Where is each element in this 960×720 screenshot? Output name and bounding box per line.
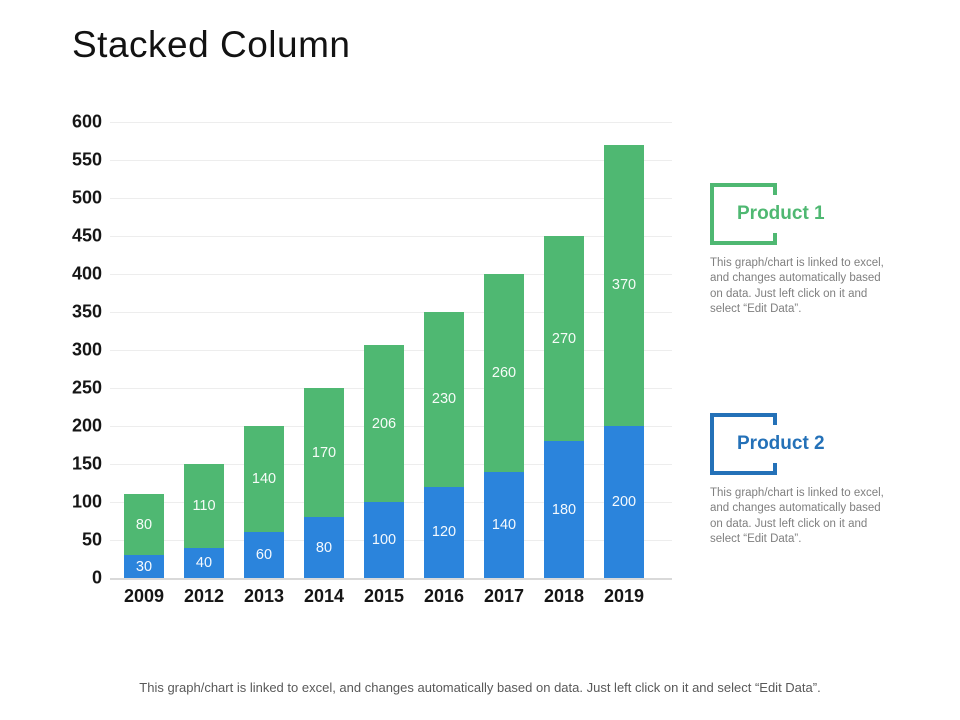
y-axis: 0 50 100 150 200 250 300 350 400 450 500 550 600 [36,112,102,588]
stacked-bar-2012[interactable]: 110 40 [184,464,224,578]
bar-value-label: 140 [491,516,517,533]
segment-product-1: 230 [424,312,464,487]
segment-product-2: 200 [604,426,644,578]
segment-product-2: 30 [124,555,164,578]
legend-bracket-icon [710,183,777,245]
segment-product-2: 180 [544,441,584,578]
x-axis-tick-label: 2017 [483,586,525,606]
y-axis-tick-label: 550 [71,149,102,170]
stacked-bar-2018[interactable]: 270 180 [544,236,584,578]
bar-value-label: 206 [371,415,397,432]
y-axis-tick-label: 100 [71,491,102,512]
bar-value-label: 40 [195,554,213,571]
stacked-column-chart[interactable]: 80 30 2009 110 40 2012 140 60 2013 170 80 2014 206 10… [110,122,672,606]
gridline [110,122,672,123]
y-axis-tick-label: 600 [71,111,102,132]
bar-value-label: 230 [431,391,457,408]
y-axis-tick-label: 300 [71,339,102,360]
bar-value-label: 80 [135,516,153,533]
segment-product-1: 170 [304,388,344,518]
y-axis-tick-label: 150 [71,453,102,474]
bar-value-label: 100 [371,532,397,548]
segment-product-1: 140 [244,426,284,533]
legend-label: Product 2 [737,433,825,454]
segment-product-2: 80 [304,517,344,578]
bar-value-label: 80 [315,539,333,556]
y-axis-tick-label: 50 [81,529,102,550]
segment-product-2: 100 [364,502,404,578]
stacked-bar-2015[interactable]: 206 100 [364,345,404,578]
bar-value-label: 180 [551,501,577,518]
bar-value-label: 60 [255,547,273,564]
gridline [110,198,672,199]
legend-description: This graph/chart is linked to excel, and… [710,487,884,545]
gridline [110,236,672,237]
segment-product-1: 110 [184,464,224,548]
y-axis-tick-label: 500 [71,187,102,208]
x-axis-tick-label: 2015 [363,586,405,606]
gridline [110,578,672,580]
y-axis-tick-label: 400 [71,263,102,284]
x-axis-tick-label: 2016 [423,586,465,606]
bar-value-label: 120 [431,524,457,541]
stacked-bar-2017[interactable]: 260 140 [484,274,524,578]
segment-product-2: 40 [184,547,224,578]
segment-product-1: 80 [124,494,164,556]
footer-note: This graph/chart is linked to excel, and… [139,680,821,695]
y-axis-tick-label: 350 [71,301,102,322]
segment-product-1: 370 [604,144,644,426]
stacked-bar-2014[interactable]: 170 80 [304,388,344,578]
y-axis-tick-label: 450 [71,225,102,246]
gridline [110,312,672,313]
legend-description: This graph/chart is linked to excel, and… [710,257,884,315]
gridline [110,274,672,275]
stacked-bar-2009[interactable]: 80 30 [124,494,164,578]
bar-value-label: 370 [611,277,637,294]
bar-value-label: 110 [192,497,216,514]
segment-product-1: 206 [364,345,404,502]
segment-product-1: 260 [484,274,524,472]
x-axis-tick-label: 2012 [183,586,225,606]
y-axis-tick-label: 200 [71,415,102,436]
bar-value-label: 260 [491,364,517,381]
legend-product-2: Product 2 This graph/chart is linked to … [710,413,902,547]
x-axis-tick-label: 2013 [243,586,285,606]
stacked-bar-2013[interactable]: 140 60 [244,426,284,578]
stacked-bar-2016[interactable]: 230 120 [424,312,464,578]
legend-product-1: Product 1 This graph/chart is linked to … [710,183,902,317]
legend-label: Product 1 [737,203,825,224]
segment-product-1: 270 [544,236,584,442]
x-axis-tick-label: 2019 [603,586,645,606]
segment-product-2: 140 [484,471,524,578]
legend-bracket-icon [710,413,777,475]
segment-product-2: 120 [424,486,464,578]
bar-value-label: 30 [135,558,153,575]
x-axis-tick-label: 2018 [543,586,585,606]
stacked-bar-2019[interactable]: 370 200 [604,144,644,578]
bar-value-label: 140 [251,471,277,488]
bar-value-label: 170 [311,444,337,461]
segment-product-2: 60 [244,532,284,578]
bar-value-label: 200 [611,494,637,510]
gridline [110,160,672,161]
bar-value-label: 270 [551,330,577,347]
x-axis-tick-label: 2009 [123,586,165,606]
x-axis-tick-label: 2014 [303,586,345,606]
slide-title: Stacked Column [72,24,351,65]
y-axis-tick-label: 250 [71,377,102,398]
y-axis-tick-label: 0 [91,567,102,588]
